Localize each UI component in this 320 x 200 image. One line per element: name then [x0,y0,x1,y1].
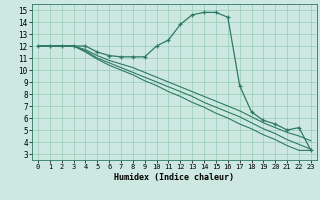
X-axis label: Humidex (Indice chaleur): Humidex (Indice chaleur) [115,173,234,182]
